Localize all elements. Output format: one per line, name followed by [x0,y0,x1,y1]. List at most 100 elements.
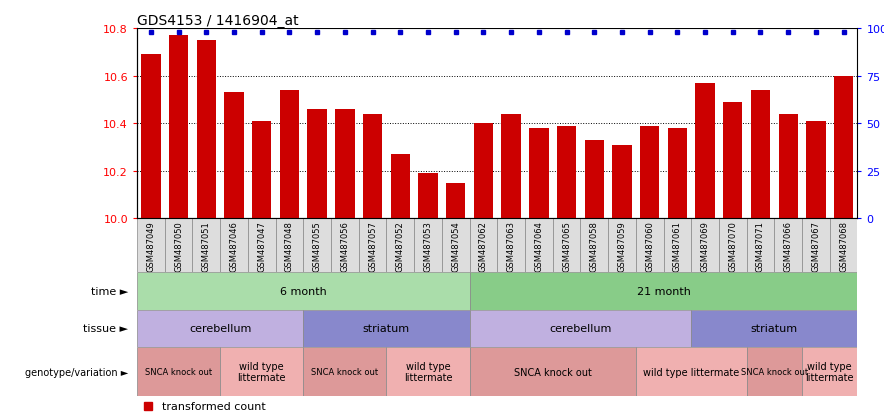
Bar [834,76,853,219]
Bar [530,128,548,219]
Bar [418,174,438,219]
Text: GSM487070: GSM487070 [728,221,737,271]
Text: genotype/variation ►: genotype/variation ► [25,367,128,377]
Bar [667,128,687,219]
Text: GDS4153 / 1416904_at: GDS4153 / 1416904_at [137,14,299,28]
Text: GSM487063: GSM487063 [507,221,515,271]
Text: 6 month: 6 month [280,286,327,296]
Bar [636,347,747,396]
Text: GSM487065: GSM487065 [562,221,571,271]
Text: tissue ►: tissue ► [83,323,128,333]
Bar [137,219,164,273]
Text: 21 month: 21 month [636,286,690,296]
Bar [640,126,659,219]
Text: SNCA knock out: SNCA knock out [514,367,591,377]
Bar [802,219,830,273]
Bar [664,219,691,273]
Text: GSM487055: GSM487055 [313,221,322,271]
Bar [386,219,414,273]
Bar [414,219,442,273]
Bar [747,347,802,396]
Bar [303,347,386,396]
Text: GSM487046: GSM487046 [230,221,239,271]
Bar [276,219,303,273]
Text: SNCA knock out: SNCA knock out [145,367,212,376]
Bar [830,219,857,273]
Text: SNCA knock out: SNCA knock out [311,367,378,376]
Bar [474,124,493,219]
Bar [279,91,299,219]
Text: striatum: striatum [362,323,410,333]
Bar [225,93,244,219]
Bar [220,347,303,396]
Bar [696,83,715,219]
Text: GSM487066: GSM487066 [784,221,793,271]
Bar [469,219,498,273]
Bar [169,36,188,219]
Bar [802,347,857,396]
Text: transformed count: transformed count [163,401,266,411]
Bar [469,310,691,347]
Text: GSM487054: GSM487054 [451,221,461,271]
Bar [751,91,770,219]
Bar [362,114,382,219]
Bar [141,55,161,219]
Bar [196,41,216,219]
Bar [137,310,303,347]
Bar [557,126,576,219]
Text: wild type littermate: wild type littermate [643,367,739,377]
Bar [469,347,636,396]
Bar [386,347,469,396]
Text: wild type
littermate: wild type littermate [404,361,453,382]
Bar [359,219,386,273]
Text: GSM487053: GSM487053 [423,221,432,271]
Bar [581,219,608,273]
Text: GSM487061: GSM487061 [673,221,682,271]
Bar [608,219,636,273]
Bar [137,273,469,310]
Bar [719,219,747,273]
Bar [779,114,798,219]
Bar [331,219,359,273]
Bar [308,109,327,219]
Bar [691,219,719,273]
Bar [747,219,774,273]
Text: GSM487058: GSM487058 [590,221,598,271]
Text: cerebellum: cerebellum [549,323,612,333]
Bar [303,310,469,347]
Bar [552,219,581,273]
Text: GSM487067: GSM487067 [812,221,820,271]
Text: cerebellum: cerebellum [189,323,251,333]
Text: striatum: striatum [751,323,798,333]
Bar [636,219,664,273]
Text: GSM487050: GSM487050 [174,221,183,271]
Bar [498,219,525,273]
Bar [613,145,632,219]
Bar [723,102,743,219]
Text: GSM487056: GSM487056 [340,221,349,271]
Bar [252,121,271,219]
Text: GSM487052: GSM487052 [396,221,405,271]
Text: GSM487048: GSM487048 [285,221,293,271]
Text: GSM487069: GSM487069 [701,221,710,271]
Bar [335,109,354,219]
Text: GSM487051: GSM487051 [202,221,210,271]
Bar [248,219,276,273]
Bar [469,273,857,310]
Text: GSM487062: GSM487062 [479,221,488,271]
Text: GSM487068: GSM487068 [839,221,848,271]
Text: time ►: time ► [91,286,128,296]
Bar [501,114,521,219]
Text: GSM487071: GSM487071 [756,221,765,271]
Bar [691,310,857,347]
Bar [391,155,410,219]
Bar [193,219,220,273]
Text: GSM487047: GSM487047 [257,221,266,271]
Text: GSM487049: GSM487049 [147,221,156,271]
Bar [220,219,248,273]
Bar [303,219,331,273]
Bar [525,219,552,273]
Text: SNCA knock out: SNCA knock out [741,367,808,376]
Text: GSM487060: GSM487060 [645,221,654,271]
Bar [774,219,802,273]
